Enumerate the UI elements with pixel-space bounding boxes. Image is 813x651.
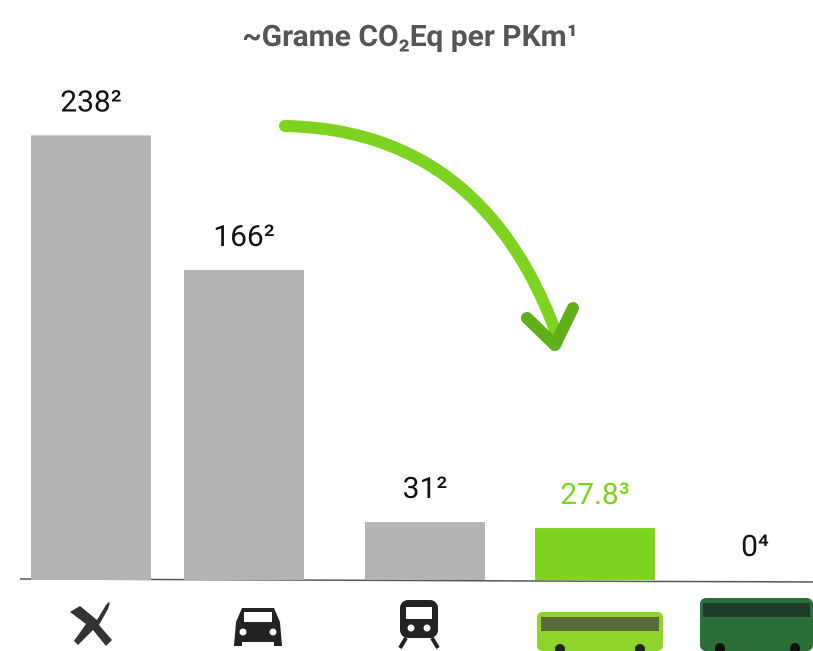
plane-icon: [70, 602, 112, 646]
bar: [365, 522, 485, 580]
value-label: 31²: [403, 471, 448, 506]
bar: [184, 270, 304, 580]
train-icon: [400, 600, 438, 648]
value-label: 166²: [213, 219, 275, 254]
chart-title: ~Grame CO₂Eq per PKm¹: [242, 19, 578, 54]
value-label: 27.8³: [560, 477, 630, 512]
bar: [31, 135, 151, 580]
bar: [535, 528, 655, 580]
bus-image: [700, 598, 813, 651]
trend-arrow: [285, 126, 573, 345]
value-label: 238²: [60, 84, 122, 119]
car-icon: [234, 608, 282, 646]
chart: ~Grame CO₂Eq per PKm¹ 238² 166² 31² 27.8³ 0⁴: [0, 0, 813, 651]
bus-image: [537, 612, 663, 651]
value-label: 0⁴: [741, 529, 769, 564]
